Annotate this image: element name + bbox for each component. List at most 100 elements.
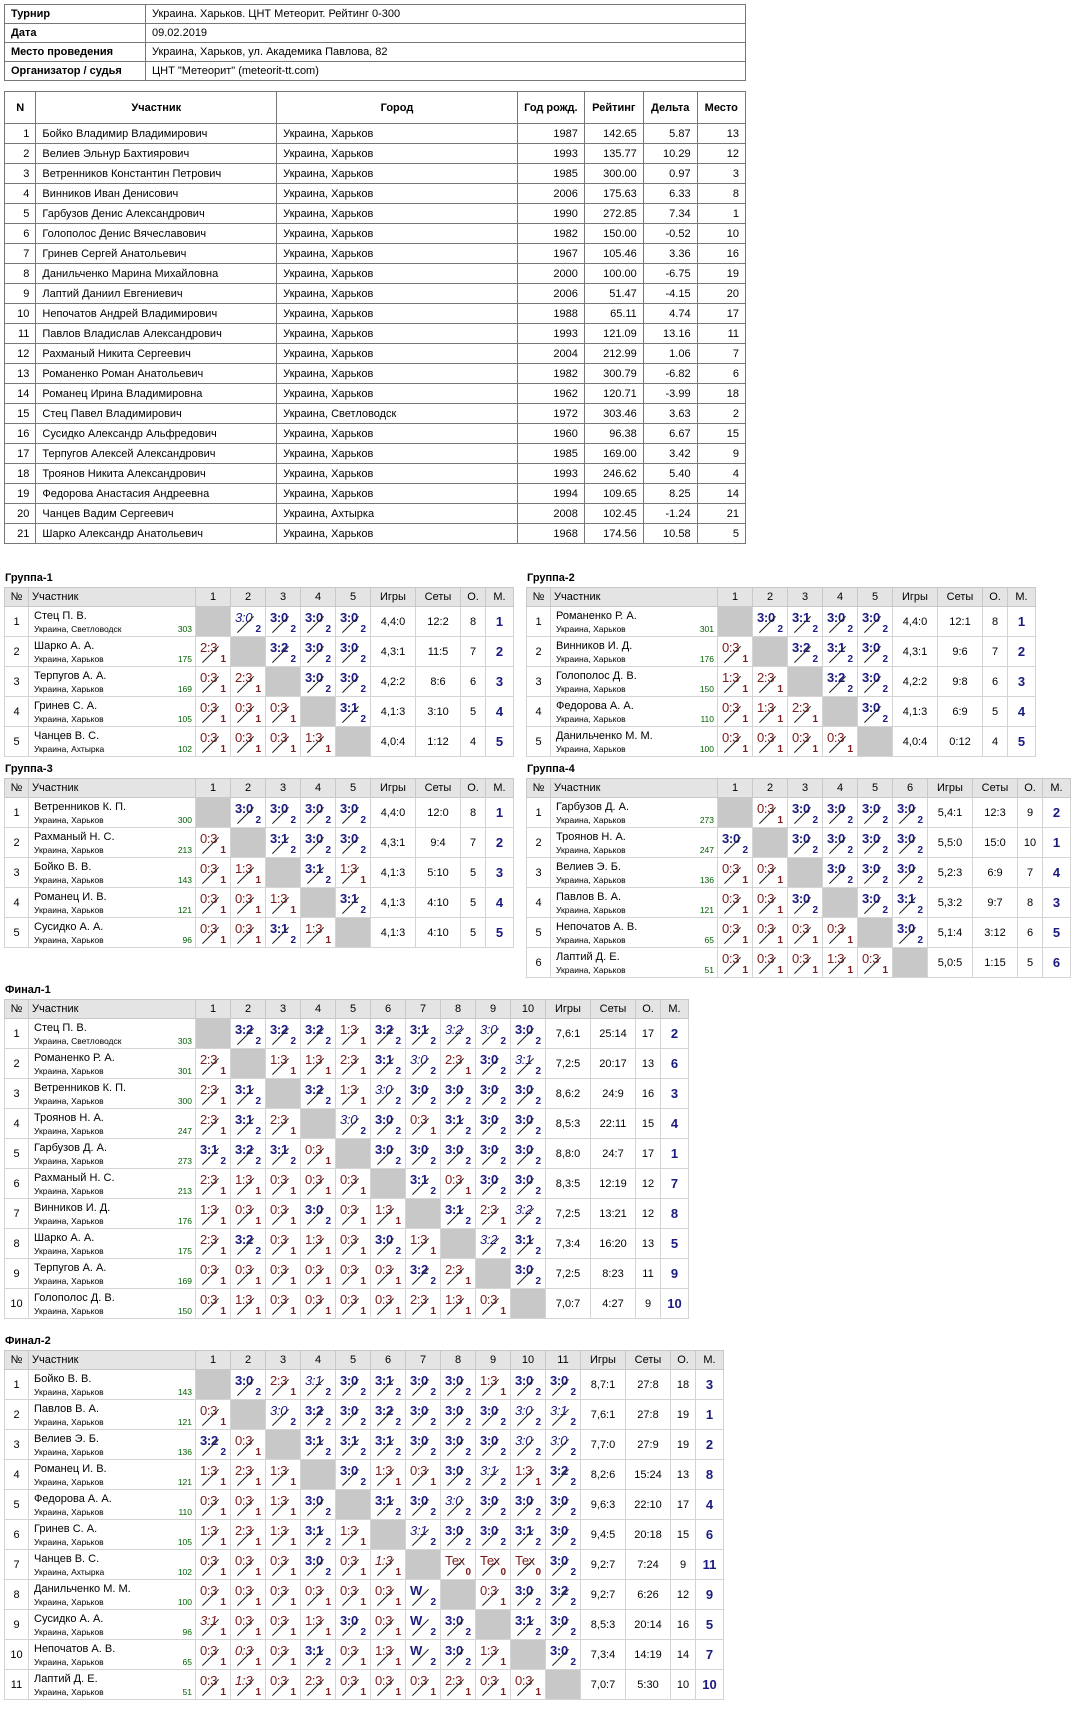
match-result: 3:0 2: [475, 1108, 511, 1139]
row-number: 2: [4, 636, 29, 667]
place-value: 3: [485, 857, 514, 888]
match-score: 3:2: [480, 1232, 498, 1247]
opponent-header: 1: [717, 778, 753, 798]
table-row: 5 Гарбузов Д. А. Украина, Харьков 273 3:1 2 3:…: [4, 1138, 689, 1169]
player-name: Чанцев В. С.: [34, 730, 100, 742]
match-points: 1: [360, 1036, 366, 1047]
self-cell: [195, 606, 231, 637]
player-name: Лаптий Д. Е.: [556, 951, 620, 963]
match-points: 1: [325, 1186, 331, 1197]
match-points: 1: [220, 875, 226, 886]
match-score: 3:1: [480, 1463, 498, 1478]
games-value: 8,5:3: [545, 1108, 591, 1139]
match-score: 1:3: [200, 1202, 218, 1217]
match-points: 2: [465, 1216, 471, 1227]
match-result: 3:0 2: [475, 1168, 511, 1199]
place-value: 5: [485, 917, 514, 948]
opponent-header: 5: [335, 587, 371, 607]
self-cell: [440, 1579, 476, 1610]
match-result: 1:3 1: [370, 1459, 406, 1490]
row-number: 7: [4, 1549, 29, 1580]
match-result: 3:0 2: [857, 636, 893, 667]
player-city: Украина, Харьков: [556, 744, 626, 754]
match-result: 3:1 2: [335, 696, 371, 727]
player-cell: Терпугов А. А. Украина, Харьков 169: [28, 666, 196, 697]
match-result: 2:3 1: [265, 1369, 301, 1400]
match-result: 3:0 2: [892, 857, 928, 888]
match-points: 2: [430, 1417, 436, 1428]
participant-cell: 9: [3, 283, 37, 304]
match-score: 0:3: [722, 861, 740, 876]
sets-value: 4:10: [415, 887, 461, 918]
match-points: 2: [535, 1417, 541, 1428]
match-points: 1: [360, 1276, 366, 1287]
match-result: 3:0 2: [475, 1048, 511, 1079]
self-cell: [717, 606, 753, 637]
games-value: 4,1:3: [370, 887, 416, 918]
match-result: 0:3 1: [265, 1609, 301, 1640]
sets-value: 3:10: [415, 696, 461, 727]
player-city: Украина, Харьков: [556, 624, 626, 634]
match-score: 1:3: [305, 730, 323, 745]
match-result: 3:0 2: [475, 1018, 511, 1049]
match-score: 0:3: [200, 730, 218, 745]
match-result: 3:0 2: [787, 827, 823, 858]
info-value: ЦНТ "Метеорит" (meteorit-tt.com): [145, 61, 746, 81]
match-score: 0:3: [235, 1493, 253, 1508]
match-score: 3:1: [305, 1373, 323, 1388]
match-score: 0:3: [340, 1262, 358, 1277]
opponent-header: 1: [195, 587, 231, 607]
opponent-header: 1: [195, 999, 231, 1019]
sets-value: 20:17: [590, 1048, 636, 1079]
match-score: 3:2: [515, 1202, 533, 1217]
match-result: 0:3 1: [230, 1639, 266, 1670]
match-result: 3:1 2: [475, 1459, 511, 1490]
player-city: Украина, Харьков: [34, 1156, 104, 1166]
place-header: М.: [660, 999, 689, 1019]
group-title: Группа-3: [5, 763, 53, 775]
opponent-header: 4: [300, 1350, 336, 1370]
match-score: 1:3: [757, 700, 775, 715]
participant-cell: 1993: [516, 323, 585, 344]
row-number: 1: [4, 1018, 29, 1049]
match-points: 1: [465, 1687, 471, 1698]
match-points: 2: [325, 1096, 331, 1107]
group-table: № Участник 1 2 3 4 5 Игры Сеты О. М. 1 Романенко Р. …: [526, 587, 1036, 757]
match-result: 3:1 2: [300, 1519, 336, 1550]
self-cell: [230, 1399, 266, 1430]
match-points: 2: [742, 845, 748, 856]
num-header: №: [526, 778, 551, 798]
player-cell: Павлов В. А. Украина, Харьков 121: [28, 1399, 196, 1430]
place-value: 3: [695, 1369, 724, 1400]
player-name: Гринев С. А.: [34, 1523, 98, 1535]
row-number: 1: [4, 1369, 29, 1400]
match-result: 1:3 1: [300, 917, 336, 948]
match-points: 2: [325, 845, 331, 856]
finals-section: Финал-1 № Участник 1 2 3 4 5 6 7 8 9 10 Игры Сеты О. М. 1…: [4, 982, 1077, 1700]
self-cell: [300, 1108, 336, 1139]
group-header-row: № Участник 1 2 3 4 5 Игры Сеты О. М.: [526, 587, 1036, 607]
participant-cell: 1993: [516, 463, 585, 484]
sets-value: 24:7: [590, 1138, 636, 1169]
match-result: 0:3 1: [300, 1579, 336, 1610]
participant-cell: Украина, Харьков: [276, 343, 518, 364]
table-row: 1 Романенко Р. А. Украина, Харьков 301 3:0 2 3…: [526, 606, 1036, 637]
match-result: 0:3 1: [195, 1549, 231, 1580]
match-points: 1: [465, 1276, 471, 1287]
player-rating: 176: [177, 1216, 192, 1226]
match-score: 0:3: [235, 700, 253, 715]
match-score: 0:3: [792, 951, 810, 966]
match-result: 0:3 1: [300, 1138, 336, 1169]
match-score: 0:3: [862, 951, 880, 966]
group-header-row: № Участник 1 2 3 4 5 Игры Сеты О. М.: [4, 778, 514, 798]
table-row: 3 Велиев Э. Б. Украина, Харьков 136 0:3 1 0:3 1…: [526, 857, 1071, 888]
player-city: Украина, Харьков: [34, 1447, 104, 1457]
match-result: 0:3 1: [195, 1288, 231, 1319]
player-header: Участник: [28, 587, 196, 607]
match-points: 1: [220, 1216, 226, 1227]
self-cell: [195, 1369, 231, 1400]
participant-cell: 121.09: [583, 323, 644, 344]
match-points: 1: [430, 1246, 436, 1257]
match-points: 1: [220, 714, 226, 725]
match-score: 0:3: [410, 1112, 428, 1127]
